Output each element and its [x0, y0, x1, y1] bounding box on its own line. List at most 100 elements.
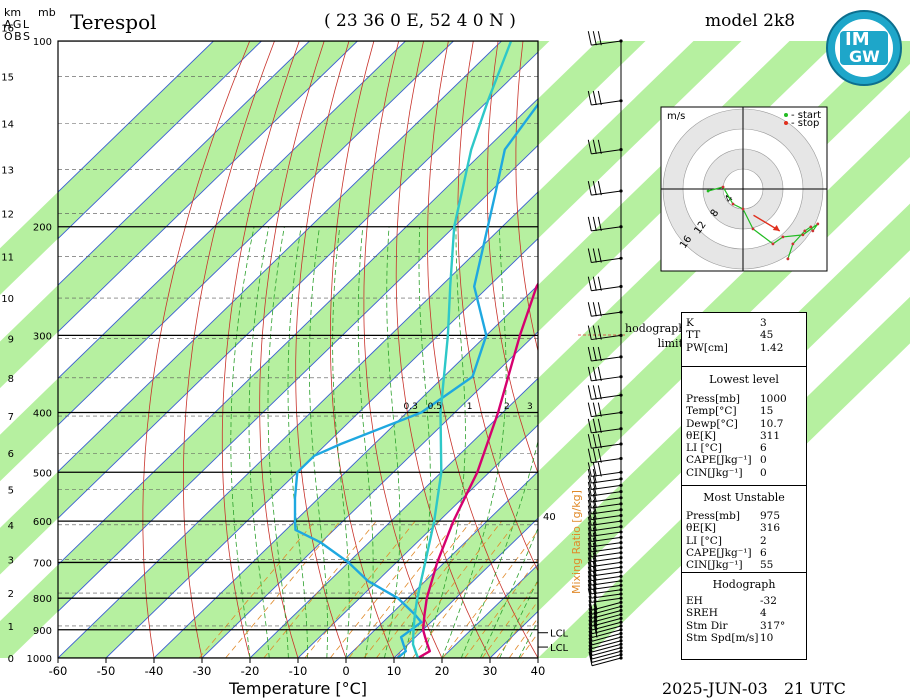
hodograph-units: m/s [667, 111, 685, 122]
hodograph-start-label: - start [791, 110, 821, 121]
wind-barb-flag [587, 402, 592, 417]
wind-barb-flag [592, 276, 597, 291]
wind-barb-flag [587, 588, 592, 603]
wind-barb-flag [587, 537, 592, 552]
wind-barb-flag [588, 604, 593, 619]
wind-barb-flag [587, 552, 592, 567]
x-tick-label: 40 [531, 664, 546, 678]
x-tick-label: -30 [193, 664, 212, 678]
general-index-label: PW[cm] [686, 341, 728, 354]
mixing-ratio-line [396, 520, 503, 658]
height-obs-label: OBS [4, 30, 32, 43]
wind-barb-flag [588, 630, 593, 645]
hodograph-index-row: EH -32 [686, 595, 804, 607]
pressure-label: 600 [33, 517, 52, 528]
lowest-level-index-row: CIN[Jkg⁻¹] 0 [686, 467, 804, 479]
height-label: 12 [1, 210, 14, 221]
wind-barb-flag [587, 499, 592, 514]
lowest-level-index-label: Press[mb] [686, 393, 740, 405]
wind-barb-flag [597, 139, 602, 154]
isotherm-line [58, 191, 538, 658]
wind-barb-flag [587, 248, 592, 263]
wind-barb-flag [592, 434, 597, 449]
wind-barb-flag [587, 462, 592, 477]
lowest-level-index-value: 1000 [760, 393, 787, 405]
pressure-label: 1000 [27, 654, 52, 665]
height-label: 5 [8, 486, 14, 497]
hodograph-point [731, 202, 735, 206]
mixing-ratio-line [412, 520, 518, 658]
wind-barb-flag [592, 537, 597, 552]
wind-barb-flag [597, 346, 602, 362]
hodograph-point [751, 227, 755, 231]
isotherm-line [393, 517, 538, 658]
wind-barb-flag [587, 181, 592, 196]
wind-barb-flag [587, 584, 592, 599]
isotherm-line [58, 51, 538, 519]
isotherm-line [297, 424, 538, 658]
wind-barb-flag [592, 325, 597, 340]
most-unstable-index-value: 6 [760, 546, 767, 559]
isotherm-line [153, 284, 538, 658]
wind-barb-flag [587, 90, 592, 106]
wind-barb-flag [587, 542, 592, 557]
general-indices: K 3 TT 45 PW[cm] 1.42 [686, 317, 804, 354]
wind-barb-flag [587, 557, 592, 572]
hodograph-index-label: SREH [686, 607, 718, 620]
hodograph-index-value: 317° [760, 619, 786, 632]
wind-barb-flag [593, 600, 598, 615]
wind-barb-flag [587, 216, 592, 232]
hodograph-point [811, 229, 815, 233]
most-unstable-index-label: θE[K] [686, 522, 717, 535]
wind-barb-staff [591, 643, 622, 653]
hodograph-point [786, 257, 790, 261]
wind-barb-flag [597, 462, 602, 477]
general-index-row: TT 45 [686, 329, 804, 341]
wind-barb-flag [588, 644, 593, 660]
wind-barb-flag [592, 579, 597, 594]
lowest-level-index-row: CAPE[Jkg⁻¹] 0 [686, 454, 804, 466]
moist-adiabat [499, 578, 538, 658]
lowest-level-index-row: Dewp[°C] 10.7 [686, 418, 804, 430]
lowest-level-title: Lowest level [709, 373, 779, 386]
wind-barb-flag [593, 612, 598, 627]
mixing-ratio-label: 3 [527, 402, 533, 412]
mixing-ratio-line [481, 581, 538, 658]
height-label: 6 [8, 449, 14, 460]
wind-barbs [578, 31, 625, 667]
wind-barb-flag [592, 588, 597, 603]
hodograph-point [791, 242, 795, 246]
isotherm-line [58, 98, 538, 566]
wind-barb-flag [597, 448, 602, 463]
height-label: 15 [1, 72, 14, 83]
general-index-label: TT [686, 329, 701, 342]
wind-barb-flag [587, 276, 592, 291]
wind-barb-flag [587, 481, 592, 496]
wind-barb-flag [587, 532, 592, 547]
station-coordinates: ( 23 36 0 E, 52 4 0 N ) [324, 11, 516, 31]
wind-level-dot [619, 148, 623, 152]
station-title: Terespol [70, 10, 157, 34]
height-label: 0 [8, 654, 14, 665]
mixing-ratio-label: 1 [467, 402, 473, 412]
isotherm-line [58, 41, 406, 380]
wind-barb-flag [587, 302, 592, 317]
hodograph-point [706, 189, 710, 193]
wind-barb-flag [592, 181, 597, 196]
general-index-label: K [686, 317, 694, 329]
pressure-label: 100 [33, 37, 52, 48]
lowest-level-indices: Press[mb] 1000 Temp[°C] 15 Dewp[°C] 10.7 θE[K]… [686, 393, 804, 479]
wind-barb-flag [588, 627, 593, 642]
most-unstable-index-row: CAPE[Jkg⁻¹] 6 [686, 547, 804, 559]
isotherm-line [58, 41, 262, 240]
wind-barb-flag [587, 31, 592, 46]
wind-barb-flag [588, 651, 593, 666]
most-unstable-index-value: 975 [760, 510, 781, 522]
height-label: 3 [8, 555, 14, 566]
wind-barb-flag [592, 575, 597, 590]
wind-barb-flag [592, 31, 597, 46]
hodograph-indices: EH -32 SREH 4 Stm Dir 317° Stm Spd[m/s] 10 [686, 595, 804, 644]
dry-adiabat [486, 41, 538, 475]
wind-barb-staff [591, 647, 622, 657]
